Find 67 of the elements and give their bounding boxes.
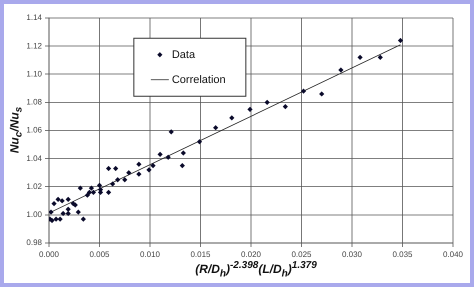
point: [247, 106, 253, 112]
x-tick-label: 0.005: [89, 250, 110, 260]
y-tick-label: 1.04: [26, 154, 43, 163]
y-tick-label: 1.02: [26, 182, 43, 191]
point: [113, 166, 118, 172]
point: [96, 182, 102, 188]
point: [55, 196, 61, 202]
point: [136, 162, 142, 167]
point: [264, 100, 270, 105]
point: [66, 210, 71, 216]
y-tick-label: 1.00: [26, 210, 43, 220]
point: [110, 181, 116, 187]
y-tick-label: 0.98: [26, 238, 43, 248]
x-tick-label: 0.030: [342, 250, 363, 260]
point: [76, 209, 81, 215]
point: [51, 201, 57, 206]
point: [300, 88, 306, 94]
point: [338, 67, 344, 73]
point: [84, 192, 90, 198]
point: [115, 177, 120, 182]
point: [126, 170, 132, 176]
point: [158, 152, 163, 158]
point: [106, 190, 112, 195]
legend-label: Correlation: [172, 74, 226, 86]
point: [398, 38, 404, 44]
y-tick-label: 1.14: [26, 13, 43, 22]
x-tick-label: 0.015: [190, 250, 212, 260]
x-axis-title: (R/D$_{h}$)$^{-2.398}$(L/D$_{h}$)$^{1.379}$: [195, 260, 317, 280]
point: [66, 206, 71, 212]
point: [53, 216, 59, 222]
point: [150, 163, 156, 168]
point: [66, 196, 71, 202]
y-tick-label: 1.12: [26, 41, 43, 50]
point: [378, 54, 383, 60]
point: [86, 190, 92, 195]
point: [80, 216, 86, 222]
y-tick-label: 1.06: [26, 126, 43, 135]
x-tick-label: 0.035: [392, 250, 414, 260]
point: [319, 91, 324, 97]
point: [180, 150, 186, 156]
x-tick-label: 0.010: [140, 250, 161, 260]
point: [49, 209, 54, 215]
point: [58, 216, 63, 222]
point: [106, 166, 112, 172]
x-tick-label: 0.020: [240, 250, 262, 260]
point: [229, 115, 234, 120]
x-tick-label: 0.000: [38, 250, 60, 260]
legend-label: Data: [172, 48, 196, 61]
point: [213, 125, 218, 130]
point: [180, 163, 185, 168]
point: [90, 190, 96, 195]
y-tick-label: 1.10: [26, 69, 43, 78]
point: [196, 139, 202, 144]
point: [88, 186, 94, 191]
point: [146, 167, 152, 172]
x-tick-label: 0.040: [442, 250, 464, 260]
point: [78, 186, 83, 191]
point: [60, 210, 66, 216]
point: [122, 177, 128, 182]
point: [357, 54, 363, 60]
x-tick-label: 0.025: [291, 250, 312, 260]
point: [166, 154, 171, 160]
y-tick-label: 1.08: [26, 98, 43, 107]
point: [168, 129, 174, 135]
point: [136, 171, 142, 177]
point: [282, 104, 288, 110]
point: [60, 198, 65, 204]
